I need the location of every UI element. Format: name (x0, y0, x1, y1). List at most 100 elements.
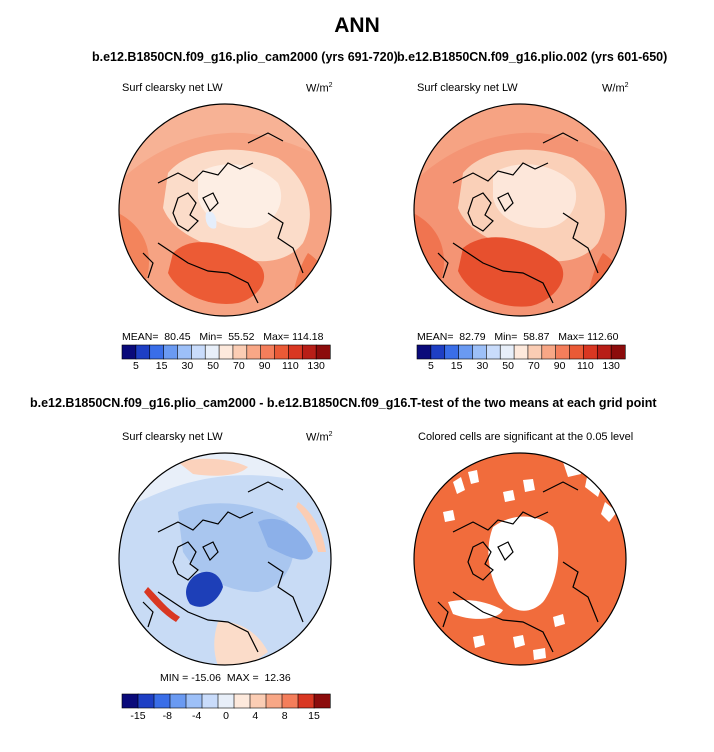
colorbar-swatch (472, 344, 487, 360)
map-fill-red-streak (144, 587, 180, 622)
colorbar-swatch (260, 344, 276, 360)
colorbar-label: 130 (602, 360, 620, 372)
colorbar-swatch (288, 344, 303, 360)
map-fill-pink-top (178, 458, 248, 476)
colorbar-swatch (513, 344, 529, 360)
panel-4-subtitle: Colored cells are significant at the 0.0… (418, 431, 634, 443)
colorbar-label: 70 (233, 360, 245, 372)
panel-3-map (118, 452, 332, 666)
panel-3-stats: MIN = -15.06 MAX = 12.36 (160, 672, 291, 684)
colorbar-swatches (416, 344, 626, 360)
colorbar-swatch (458, 344, 474, 360)
coastline (142, 132, 304, 304)
colorbar-label: 8 (281, 710, 288, 722)
colorbar-label: 0 (223, 710, 229, 722)
panel-1-variable: Surf clearsky net LW (122, 82, 223, 94)
figure-title: ANN (334, 14, 380, 37)
colorbar-swatch (315, 344, 331, 360)
map-fill-core (493, 164, 577, 228)
colorbar-label: 90 (553, 360, 566, 372)
coastline (437, 481, 599, 653)
colorbar-swatch (163, 344, 179, 360)
panel-3-colorbar-labels: -15 -8 -4 0 4 8 15 (122, 710, 330, 724)
colorbar-swatch (201, 693, 219, 709)
colorbar-swatch (569, 344, 584, 360)
colorbar-swatch (149, 344, 165, 360)
map-fill-pink-bottom (214, 621, 268, 665)
panel-2-map (413, 103, 627, 317)
panel-1-units: W/m2 (306, 82, 333, 95)
map-fill-deep-blue (186, 571, 223, 607)
map-fill-pink-right (296, 502, 326, 552)
colorbar-label: 50 (502, 360, 514, 372)
colorbar-label: -8 (162, 710, 172, 722)
panel-1-colorbar-labels: 5 15 30 50 70 90 110 130 (122, 360, 330, 374)
panel-2-stats: MEAN= 82.79 Min= 58.87 Max= 112.60 (417, 331, 619, 343)
colorbar-swatch (218, 344, 234, 360)
colorbar-swatch (137, 693, 155, 709)
colorbar-swatch (541, 344, 557, 360)
colorbar-swatch (281, 693, 299, 709)
colorbar-swatch (177, 344, 192, 360)
colorbar-label: 30 (476, 360, 489, 372)
panel-2-colorbar-labels: 5 15 30 50 70 90 110 130 (417, 360, 625, 374)
map-fill-outer (119, 104, 331, 183)
colorbar-label: 5 (427, 360, 434, 372)
map-fill-core (198, 164, 282, 228)
coastline (142, 481, 304, 653)
colorbar-label: 30 (181, 360, 194, 372)
colorbar-swatch (217, 693, 235, 709)
colorbar-label: -4 (191, 710, 202, 722)
colorbar-label: 50 (207, 360, 219, 372)
colorbar-swatch (313, 693, 331, 709)
colorbar-label: 4 (252, 710, 259, 722)
nonsignificant-top (453, 470, 479, 494)
colorbar-label: 15 (155, 360, 168, 372)
colorbar-swatch (233, 693, 251, 709)
colorbar-swatch (416, 344, 432, 360)
colorbar-swatch (246, 344, 262, 360)
colorbar-swatch (204, 344, 220, 360)
colorbar-swatches (121, 344, 331, 360)
colorbar-swatch (153, 693, 171, 709)
colorbar-swatch (121, 344, 137, 360)
colorbar-swatch (610, 344, 626, 360)
panel-3-variable: Surf clearsky net LW (122, 431, 223, 443)
panel-2-colorbar (416, 344, 626, 360)
panel-3-colorbar (121, 693, 331, 709)
colorbar-label: 5 (132, 360, 139, 372)
colorbar-swatch (583, 344, 598, 360)
colorbar-swatch (274, 344, 289, 360)
colorbar-swatch (499, 344, 515, 360)
panel-1-map (118, 103, 332, 317)
colorbar-swatch (135, 344, 151, 360)
panel-2-title: b.e12.B1850CN.f09_g16.plio.002 (yrs 601-… (397, 50, 668, 64)
panel-1-title: b.e12.B1850CN.f09_g16.plio_cam2000 (yrs … (92, 50, 398, 64)
colorbar-label: -15 (130, 710, 146, 722)
colorbar-swatch (596, 344, 612, 360)
colorbar-label: 130 (307, 360, 325, 372)
panel-4-title: T-test of the two means at each grid poi… (410, 396, 657, 410)
colorbar-swatch (185, 693, 203, 709)
colorbar-swatch (249, 693, 267, 709)
map-fill-hot (168, 242, 265, 304)
colorbar-swatch (555, 344, 571, 360)
colorbar-swatch (301, 344, 317, 360)
colorbar-label: 15 (450, 360, 463, 372)
colorbar-label: 70 (528, 360, 540, 372)
colorbar-swatch (169, 693, 187, 709)
colorbar-swatch (430, 344, 446, 360)
panel-4-map (413, 452, 627, 666)
colorbar-swatch (527, 344, 543, 360)
colorbar-swatch (265, 693, 283, 709)
nonsignificant-central (488, 516, 559, 611)
panel-1-colorbar (121, 344, 331, 360)
colorbar-label: 110 (577, 360, 594, 372)
colorbar-swatch (232, 344, 248, 360)
colorbar-swatch (297, 693, 315, 709)
colorbar-label: 15 (308, 710, 320, 722)
map-fill-blue-band (258, 518, 313, 560)
colorbar-swatch (191, 344, 206, 360)
colorbar-label: 110 (282, 360, 299, 372)
colorbar-swatch (486, 344, 501, 360)
